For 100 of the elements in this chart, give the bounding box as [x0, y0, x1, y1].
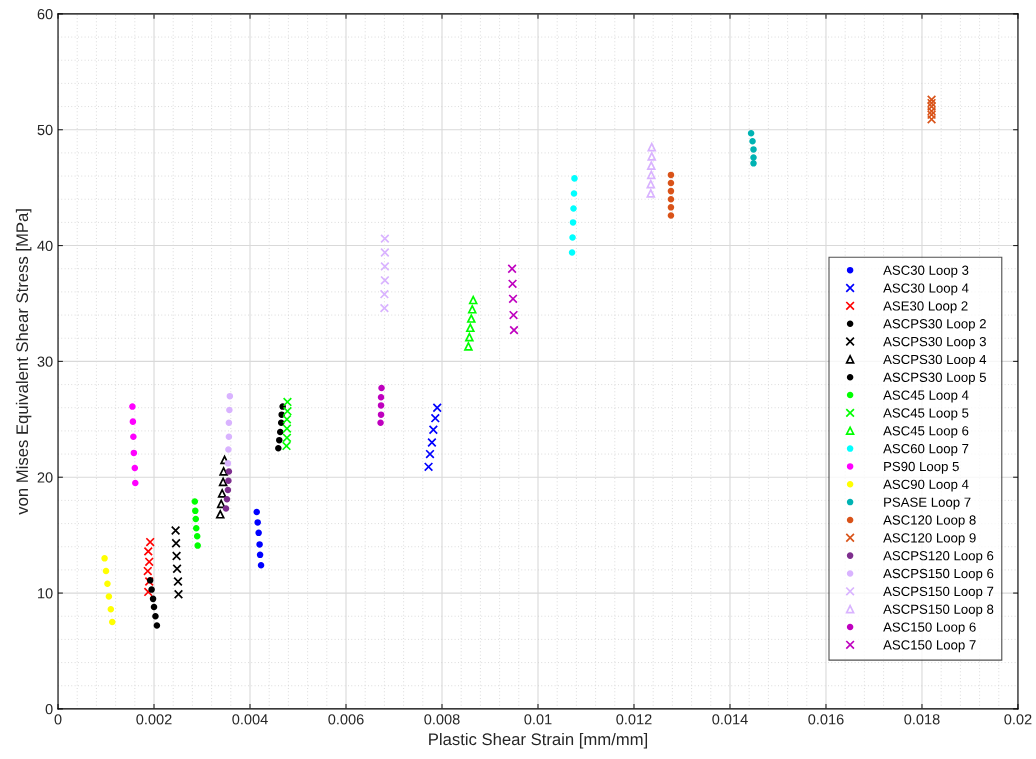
- legend-label: ASC45 Loop 6: [883, 426, 969, 439]
- point: [131, 464, 139, 472]
- point: [145, 537, 155, 547]
- point: [646, 189, 656, 198]
- point: [667, 212, 675, 219]
- point: [377, 402, 385, 409]
- point: [143, 546, 153, 557]
- point: [282, 397, 293, 407]
- point: [225, 468, 233, 475]
- legend-label: ASE30 Loop 2: [883, 301, 968, 314]
- point: [380, 261, 390, 272]
- x-tick-label: 0: [54, 714, 62, 725]
- point: [646, 179, 656, 189]
- point: [667, 179, 675, 187]
- point: [222, 505, 230, 512]
- legend-label: ASCPS30 Loop 3: [883, 336, 986, 349]
- point: [926, 114, 937, 124]
- point: [101, 555, 108, 562]
- point: [507, 279, 518, 289]
- point: [171, 551, 182, 561]
- legend-label: ASCPS150 Loop 7: [883, 586, 994, 599]
- y-tick-label: 40: [37, 240, 53, 251]
- point: [226, 406, 233, 414]
- y-tick-label: 50: [37, 124, 53, 136]
- point: [219, 467, 228, 476]
- point: [667, 171, 675, 179]
- point: [432, 403, 442, 413]
- point: [129, 418, 137, 425]
- legend-label: PS90 Loop 5: [884, 461, 959, 474]
- point: [153, 622, 161, 629]
- point: [466, 314, 476, 323]
- point: [667, 195, 675, 203]
- legend-label: ASC30 Loop 4: [883, 283, 969, 296]
- x-tick-label: 0.012: [616, 714, 652, 725]
- legend-label: ASC120 Loop 8: [883, 515, 976, 528]
- legend-label: ASC150 Loop 7: [883, 640, 976, 653]
- point: [152, 612, 159, 620]
- point: [191, 498, 199, 505]
- point: [225, 477, 232, 484]
- point: [254, 519, 261, 526]
- point: [194, 542, 201, 549]
- y-tick-label: 0: [45, 704, 53, 715]
- y-tick-label: 60: [37, 8, 53, 20]
- point: [192, 524, 200, 532]
- point: [108, 618, 116, 626]
- x-tick-label: 0.008: [424, 714, 460, 725]
- point: [150, 603, 158, 611]
- point: [570, 190, 578, 197]
- point: [224, 486, 232, 494]
- x-tick-label: 0.01: [524, 714, 552, 725]
- x-tick-label: 0.018: [904, 714, 940, 725]
- point: [468, 295, 478, 305]
- point: [667, 204, 675, 211]
- point: [216, 499, 226, 509]
- point: [430, 413, 440, 423]
- x-tick-label: 0.006: [328, 714, 364, 725]
- point: [507, 264, 517, 274]
- x-tick-label: 0.002: [136, 714, 172, 725]
- point: [225, 419, 233, 427]
- point: [508, 294, 518, 304]
- point: [225, 433, 233, 440]
- point: [148, 586, 155, 593]
- point: [217, 489, 227, 498]
- legend-label: ASCPS30 Loop 5: [883, 372, 986, 385]
- y-tick-label: 10: [38, 588, 53, 599]
- point: [749, 138, 756, 145]
- legend-label: ASC120 Loop 9: [883, 533, 976, 546]
- x-tick-label: 0.02: [1004, 714, 1032, 725]
- point: [380, 275, 390, 285]
- point: [193, 533, 201, 540]
- point: [277, 419, 285, 427]
- point: [750, 160, 757, 167]
- point: [647, 152, 657, 161]
- point: [282, 423, 292, 434]
- point: [253, 508, 260, 516]
- x-tick-label: 0.014: [712, 714, 748, 725]
- point: [170, 525, 181, 536]
- point: [149, 595, 157, 603]
- point: [223, 495, 231, 503]
- legend-label: ASC30 Loop 3: [883, 265, 969, 278]
- point: [926, 110, 937, 120]
- point: [379, 303, 390, 313]
- legend-label: ASCPS120 Loop 6: [883, 551, 994, 563]
- legend-label: ASCPS150 Loop 8: [883, 604, 994, 617]
- legend-label: ASC90 Loop 4: [883, 479, 969, 492]
- x-axis-title: Plastic Shear Strain [mm/mm]: [429, 732, 648, 749]
- point: [750, 146, 757, 153]
- point: [173, 576, 183, 587]
- point: [380, 247, 390, 258]
- point: [215, 509, 225, 519]
- point: [104, 580, 111, 588]
- point: [225, 446, 232, 453]
- y-axis-title: von Mises Equivalent Shear Stress [MPa]: [15, 209, 32, 515]
- x-tick-label: 0.004: [232, 714, 268, 725]
- point: [107, 606, 115, 613]
- point: [569, 234, 576, 241]
- point: [427, 437, 437, 448]
- point: [172, 564, 182, 574]
- point: [276, 428, 284, 436]
- legend-label: ASC45 Loop 4: [883, 390, 969, 403]
